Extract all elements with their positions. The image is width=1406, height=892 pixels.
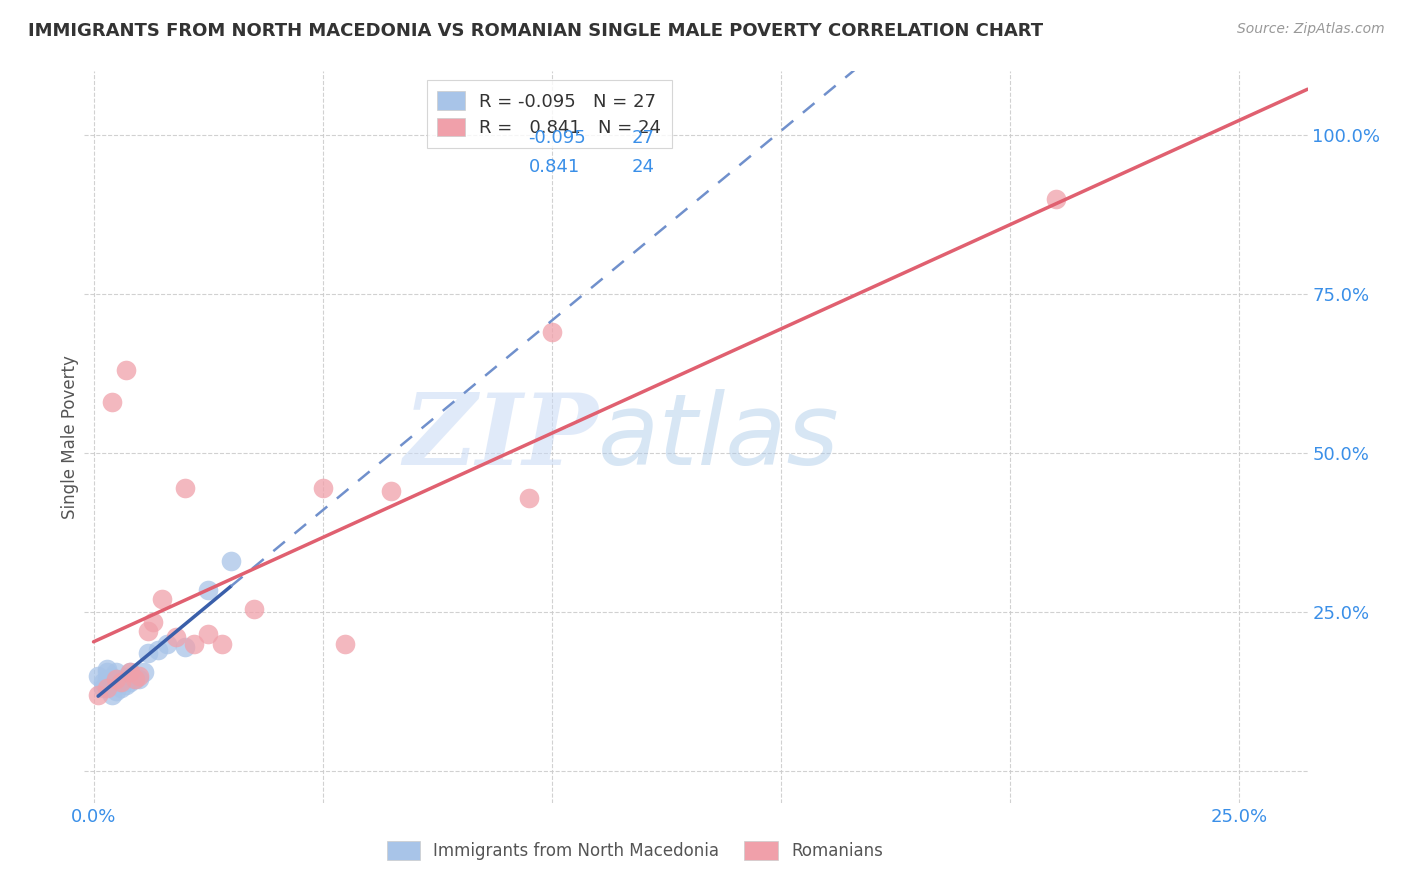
- Point: [96, 662, 118, 676]
- Point: [150, 592, 173, 607]
- Y-axis label: Single Male Poverty: Single Male Poverty: [62, 355, 80, 519]
- Text: 0.841: 0.841: [529, 158, 579, 176]
- Point: [128, 672, 150, 686]
- Point: [128, 668, 150, 682]
- Point: [243, 602, 266, 616]
- Point: [120, 665, 142, 680]
- Point: [91, 675, 114, 690]
- Point: [219, 554, 242, 568]
- Point: [114, 363, 136, 377]
- Point: [132, 665, 155, 680]
- Point: [101, 688, 124, 702]
- Text: -0.095: -0.095: [529, 128, 586, 146]
- Point: [156, 637, 179, 651]
- Text: ZIP: ZIP: [404, 389, 598, 485]
- Text: 24: 24: [631, 158, 655, 176]
- Point: [124, 672, 146, 686]
- Point: [380, 484, 402, 499]
- Point: [183, 637, 205, 651]
- Point: [101, 678, 124, 692]
- Text: atlas: atlas: [598, 389, 839, 485]
- Point: [87, 688, 110, 702]
- Point: [517, 491, 540, 505]
- Point: [110, 672, 132, 686]
- Point: [105, 675, 128, 690]
- Point: [174, 481, 197, 495]
- Point: [311, 481, 333, 495]
- Point: [335, 637, 357, 651]
- Text: 27: 27: [631, 128, 655, 146]
- Point: [165, 631, 187, 645]
- Point: [96, 681, 118, 696]
- Point: [110, 681, 132, 696]
- Point: [114, 670, 136, 684]
- Point: [101, 670, 124, 684]
- Point: [142, 615, 165, 629]
- Point: [87, 668, 110, 682]
- Point: [120, 665, 142, 680]
- Point: [540, 325, 562, 339]
- Point: [101, 395, 124, 409]
- Point: [105, 684, 128, 698]
- Point: [114, 678, 136, 692]
- Point: [91, 681, 114, 696]
- Point: [96, 665, 118, 680]
- Point: [120, 675, 142, 690]
- Point: [124, 672, 146, 686]
- Point: [1045, 192, 1067, 206]
- Point: [174, 640, 197, 654]
- Point: [96, 672, 118, 686]
- Text: IMMIGRANTS FROM NORTH MACEDONIA VS ROMANIAN SINGLE MALE POVERTY CORRELATION CHAR: IMMIGRANTS FROM NORTH MACEDONIA VS ROMAN…: [28, 22, 1043, 40]
- Point: [146, 643, 169, 657]
- Point: [197, 582, 219, 597]
- Point: [211, 637, 233, 651]
- Point: [110, 675, 132, 690]
- Point: [105, 665, 128, 680]
- Legend: Immigrants from North Macedonia, Romanians: Immigrants from North Macedonia, Romania…: [387, 841, 883, 860]
- Point: [197, 627, 219, 641]
- Point: [138, 624, 160, 638]
- Point: [138, 646, 160, 660]
- Text: Source: ZipAtlas.com: Source: ZipAtlas.com: [1237, 22, 1385, 37]
- Point: [105, 672, 128, 686]
